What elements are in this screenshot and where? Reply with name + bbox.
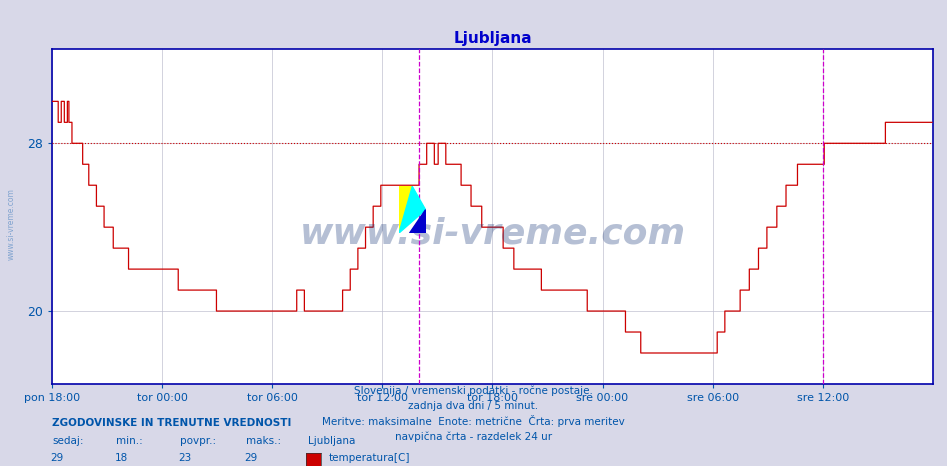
- Text: maks.:: maks.:: [246, 436, 281, 446]
- Polygon shape: [399, 186, 412, 233]
- Text: sedaj:: sedaj:: [52, 436, 83, 446]
- Text: min.:: min.:: [116, 436, 143, 446]
- Text: www.si-vreme.com: www.si-vreme.com: [7, 188, 16, 260]
- Text: Ljubljana: Ljubljana: [308, 436, 355, 446]
- Polygon shape: [410, 210, 425, 233]
- Text: temperatura[C]: temperatura[C]: [329, 453, 410, 463]
- Text: ZGODOVINSKE IN TRENUTNE VREDNOSTI: ZGODOVINSKE IN TRENUTNE VREDNOSTI: [52, 418, 292, 428]
- Text: zadnja dva dni / 5 minut.: zadnja dva dni / 5 minut.: [408, 401, 539, 411]
- Text: 29: 29: [244, 453, 258, 463]
- Polygon shape: [399, 186, 425, 233]
- Text: 23: 23: [178, 453, 191, 463]
- Text: povpr.:: povpr.:: [180, 436, 216, 446]
- Text: Slovenija / vremenski podatki - ročne postaje.: Slovenija / vremenski podatki - ročne po…: [354, 385, 593, 396]
- Text: www.si-vreme.com: www.si-vreme.com: [299, 217, 686, 250]
- Text: 29: 29: [50, 453, 63, 463]
- Text: navpična črta - razdelek 24 ur: navpična črta - razdelek 24 ur: [395, 432, 552, 442]
- Text: Meritve: maksimalne  Enote: metrične  Črta: prva meritev: Meritve: maksimalne Enote: metrične Črta…: [322, 415, 625, 426]
- Title: Ljubljana: Ljubljana: [453, 31, 532, 47]
- Text: 18: 18: [115, 453, 128, 463]
